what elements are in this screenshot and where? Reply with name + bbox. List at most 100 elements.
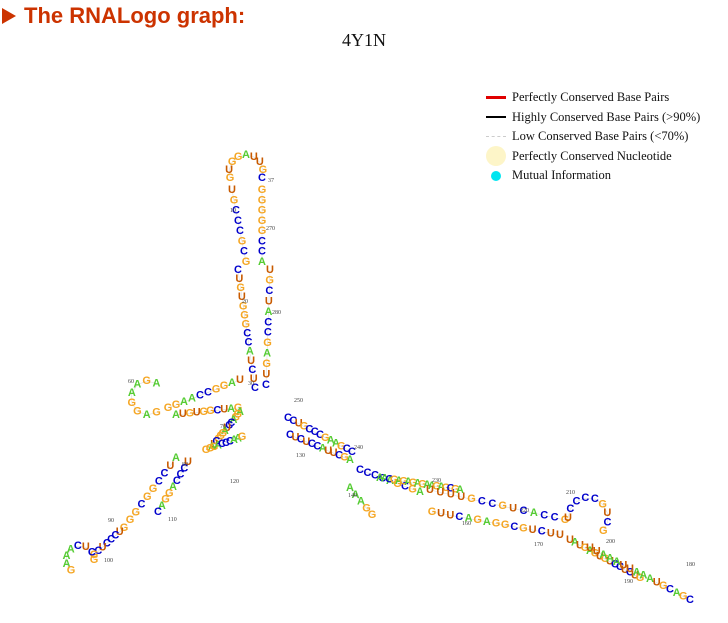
nucleotide-C: C	[173, 475, 181, 487]
nucleotide-A: A	[613, 556, 621, 568]
nucleotide-C: C	[626, 567, 634, 579]
nucleotide-C: C	[455, 511, 463, 523]
nucleotide-C: C	[245, 337, 253, 349]
nucleotide-U: U	[606, 556, 614, 568]
legend-item-mutual-info: Mutual Information	[484, 166, 700, 186]
backbone-links	[66, 154, 691, 601]
nucleotide-C: C	[161, 468, 169, 480]
position-number: 200	[606, 539, 615, 545]
position-number: 30	[248, 381, 254, 387]
nucleotide-G: G	[467, 493, 476, 505]
nucleotide-C: C	[551, 512, 559, 524]
nucleotide-G: G	[636, 572, 645, 584]
backbone-line	[237, 269, 256, 389]
nucleotide-U: U	[566, 534, 574, 546]
nucleotide-A: A	[228, 377, 236, 389]
nucleotide-A: A	[143, 409, 151, 421]
nucleotide-A: A	[428, 480, 436, 492]
legend-label: Perfectly Conserved Base Pairs	[512, 90, 670, 105]
legend-label: Perfectly Conserved Nucleotide	[512, 148, 672, 163]
nucleotide-U: U	[179, 408, 187, 420]
nucleotide-C: C	[258, 172, 266, 184]
nucleotide-A: A	[571, 537, 579, 549]
backbone-line	[228, 154, 264, 178]
nucleotide-U: U	[621, 564, 629, 576]
nucleotide-C: C	[138, 499, 146, 511]
nucleotide-G: G	[236, 282, 245, 294]
nucleotide-U: U	[238, 291, 246, 303]
position-number: 140	[348, 493, 357, 499]
nucleotide-U: U	[593, 546, 601, 558]
nucleotide-U: U	[265, 295, 273, 307]
nucleotide-G: G	[239, 300, 248, 312]
nucleotide-G: G	[258, 205, 267, 217]
nucleotide-A: A	[319, 443, 327, 455]
nucleotide-A: A	[332, 438, 340, 450]
position-number: 220	[520, 508, 529, 514]
dashed-line-icon	[484, 129, 508, 145]
cream-circle-icon	[484, 146, 508, 167]
nucleotide-C: C	[258, 235, 266, 247]
nucleotide-U: U	[330, 447, 338, 459]
nucleotide-C: C	[227, 417, 235, 429]
nucleotide-G: G	[368, 509, 377, 521]
nucleotide-G: G	[219, 428, 228, 440]
nucleotide-U: U	[256, 156, 264, 168]
legend: Perfectly Conserved Base Pairs Highly Co…	[484, 88, 700, 186]
backbone-line	[287, 417, 353, 453]
nucleotide-G: G	[259, 164, 268, 176]
nucleotide-C: C	[488, 498, 496, 510]
nucleotide-G: G	[234, 409, 243, 421]
nucleotide-C: C	[204, 386, 212, 398]
nucleotide-A: A	[414, 478, 422, 490]
nucleotide-A: A	[599, 549, 607, 561]
nucleotide-U: U	[509, 503, 517, 515]
nucleotide-U: U	[564, 512, 572, 524]
position-number: 60	[128, 379, 134, 385]
position-number: 80	[182, 462, 188, 468]
nucleotide-G: G	[393, 478, 402, 490]
nucleotide-U: U	[547, 527, 555, 539]
nucleotide-C: C	[103, 537, 111, 549]
nucleotide-G: G	[142, 375, 151, 387]
nucleotide-G: G	[120, 522, 129, 534]
nucleotide-C: C	[236, 225, 244, 237]
nucleotide-U: U	[250, 373, 258, 385]
legend-label: Low Conserved Base Pairs (<70%)	[512, 129, 689, 144]
position-number: 160	[462, 521, 471, 527]
nucleotide-G: G	[67, 565, 76, 577]
legend-item-high-bp: Highly Conserved Base Pairs (>90%)	[484, 108, 700, 128]
nucleotide-A: A	[381, 473, 389, 485]
nucleotide-A: A	[180, 396, 188, 408]
nucleotide-U: U	[576, 539, 584, 551]
nucleotide-G: G	[258, 215, 267, 227]
nucleotide-A: A	[327, 435, 335, 447]
legend-label: Mutual Information	[512, 168, 611, 183]
nucleotide-C: C	[447, 483, 455, 495]
nucleotide-G: G	[418, 478, 427, 490]
position-number: 130	[296, 453, 305, 459]
nucleotide-G: G	[212, 383, 221, 395]
nucleotide-G: G	[265, 275, 274, 287]
nucleotide-U: U	[250, 151, 258, 163]
nucleotide-U: U	[166, 460, 174, 472]
nucleotide-C: C	[371, 470, 379, 482]
nucleotide-U: U	[193, 407, 201, 419]
nucleotide-U: U	[631, 569, 639, 581]
nucleotide-C: C	[248, 364, 256, 376]
section-header: The RNALogo graph:	[2, 0, 245, 32]
position-number: 250	[294, 398, 303, 404]
nucleotide-G: G	[321, 432, 330, 444]
nucleotide-A: A	[214, 440, 222, 452]
nucleotide-G: G	[659, 580, 668, 592]
nucleotide-G: G	[451, 483, 460, 495]
nucleotide-C: C	[297, 434, 305, 446]
nucleotide-C: C	[666, 584, 674, 596]
section-title: The RNALogo graph:	[24, 3, 246, 28]
backbone-line	[66, 545, 95, 571]
nucleotide-C: C	[155, 475, 163, 487]
nucleotide-G: G	[409, 477, 418, 489]
backbone-line	[589, 547, 691, 601]
nucleotide-G: G	[399, 476, 408, 488]
nucleotide-U: U	[116, 526, 124, 538]
